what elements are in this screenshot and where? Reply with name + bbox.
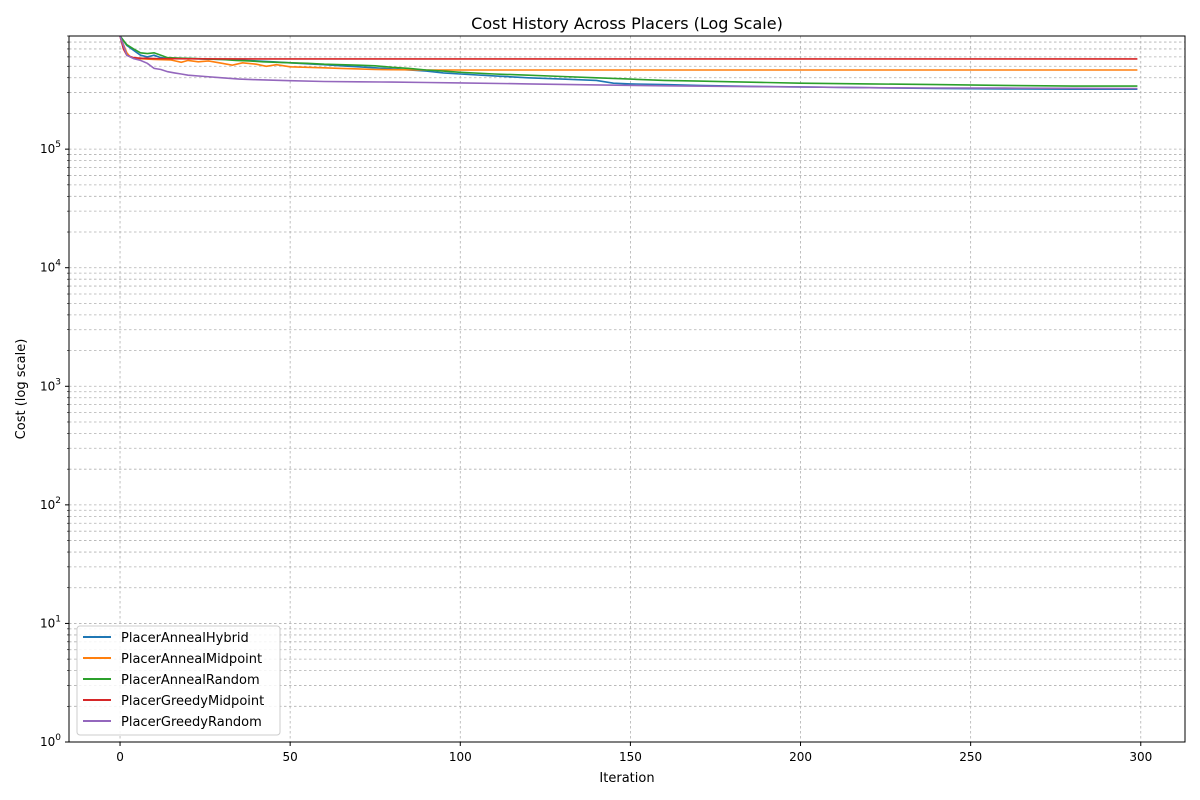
- x-tick-label: 150: [619, 750, 642, 764]
- y-tick-label: 102: [40, 496, 61, 512]
- x-tick-label: 250: [959, 750, 982, 764]
- y-tick-exponent: 2: [55, 496, 61, 506]
- x-tick-label: 100: [449, 750, 472, 764]
- y-tick-exponent: 5: [55, 140, 61, 150]
- plot-frame: [68, 35, 1186, 743]
- y-tick-exponent: 1: [55, 614, 61, 624]
- series-line-PlacerGreedyRandom: [119, 36, 1138, 90]
- y-tick-label: 103: [40, 377, 61, 393]
- y-tick-base: 10: [40, 616, 55, 630]
- y-tick-base: 10: [40, 498, 55, 512]
- legend-entry-label: PlacerAnnealHybrid: [121, 631, 249, 646]
- series-line-PlacerAnnealRandom: [119, 36, 1138, 87]
- chart-title: Cost History Across Placers (Log Scale): [471, 14, 783, 33]
- y-tick-label: 105: [40, 140, 61, 156]
- series-layer: [119, 36, 1138, 90]
- x-axis: 0 50 100 150 200 250 300: [116, 742, 1152, 764]
- x-tick-label: 0: [116, 750, 124, 764]
- y-tick-base: 10: [40, 379, 55, 393]
- y-tick-exponent: 4: [55, 259, 61, 269]
- x-tick-label: 300: [1129, 750, 1152, 764]
- legend-entry-label: PlacerGreedyMidpoint: [121, 694, 264, 709]
- y-axis-title: Cost (log scale): [14, 339, 29, 440]
- legend-box: [76, 625, 281, 736]
- legend-entry-label: PlacerAnnealMidpoint: [121, 652, 262, 667]
- y-tick-base: 10: [40, 142, 55, 156]
- legend: PlacerAnnealHybrid PlacerAnnealMidpoint Pl…: [76, 625, 281, 736]
- y-tick-base: 10: [40, 735, 55, 749]
- x-tick-label: 50: [283, 750, 298, 764]
- y-tick-label: 100: [40, 733, 61, 749]
- legend-entry-label: PlacerAnnealRandom: [121, 673, 260, 688]
- x-axis-title: Iteration: [599, 771, 654, 786]
- y-tick-label: 101: [40, 614, 61, 630]
- x-tick-label: 200: [789, 750, 812, 764]
- y-tick-label: 104: [40, 259, 61, 275]
- y-tick-base: 10: [40, 261, 55, 275]
- y-tick-exponent: 0: [55, 733, 61, 743]
- y-tick-exponent: 3: [55, 377, 61, 387]
- legend-entry-label: PlacerGreedyRandom: [121, 715, 262, 730]
